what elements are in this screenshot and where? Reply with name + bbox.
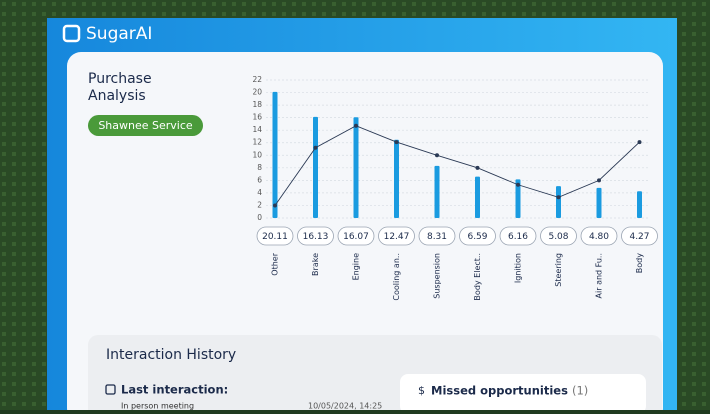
panel-title: Purchase Analysis (88, 71, 152, 104)
bar (637, 191, 642, 218)
y-tick-label: 22 (252, 75, 262, 84)
value-label: 16.07 (343, 232, 369, 242)
bar (434, 165, 440, 218)
x-tick-label: Steering (554, 253, 563, 287)
x-tick-label: Suspension (433, 253, 442, 299)
value-label: 12.47 (384, 232, 410, 242)
value-label: 6.59 (467, 232, 487, 242)
value-label: 5.08 (548, 232, 568, 242)
value-label: 16.13 (303, 232, 329, 242)
logo (62, 24, 81, 43)
last-interaction-label: Last interaction: (121, 383, 228, 397)
line-point (637, 140, 642, 145)
interaction-title: Interaction History (106, 347, 236, 363)
value-label: 4.80 (589, 232, 609, 242)
y-tick-label: 6 (257, 175, 262, 184)
chart: 0 2 4 6 8 10 12 14 16 18 20 22 20.11 Other 16.13 Brake 1… (252, 75, 658, 301)
y-tick-label: 18 (252, 100, 262, 109)
value-pill (256, 226, 294, 246)
value-pill (621, 226, 658, 246)
y-tick-label: 0 (257, 213, 262, 222)
value-label: 4.27 (629, 232, 649, 242)
y-tick-label: 4 (257, 188, 262, 197)
x-tick-label: Air and Fu.. (595, 253, 604, 298)
x-tick-label: Engine (352, 253, 361, 280)
y-tick-label: 14 (252, 125, 262, 134)
value-pill (540, 226, 577, 246)
missed-count: (1) (572, 384, 588, 398)
bar (556, 186, 561, 218)
y-tick-label: 12 (252, 138, 262, 147)
value-pill (297, 226, 334, 246)
line-point (516, 182, 520, 187)
missed-title: Missed opportunities (431, 384, 568, 398)
value-label: 8.31 (427, 232, 447, 242)
y-tick-label: 10 (252, 150, 262, 159)
value-label: 20.11 (262, 232, 288, 242)
last-interaction-date: 10/05/2024, 14:25 (308, 402, 382, 411)
value-pill (580, 226, 618, 246)
line-point (597, 178, 601, 183)
line-point (475, 165, 480, 170)
badge[interactable] (88, 115, 203, 136)
value-pill (499, 226, 537, 246)
bar (272, 91, 278, 218)
bar (475, 176, 480, 218)
x-tick-label: Other (271, 252, 280, 275)
bar (596, 187, 602, 218)
x-tick-label: Body (635, 253, 644, 273)
badge-label: Shawnee Service (98, 119, 193, 132)
value-pill (459, 226, 496, 246)
line-point (354, 123, 358, 128)
dollar-icon: $ (418, 384, 425, 397)
missed-card[interactable] (400, 374, 646, 414)
y-tick-label: 2 (257, 200, 262, 209)
y-tick-label: 16 (252, 113, 262, 122)
value-pill (337, 226, 375, 246)
line-point (556, 195, 561, 200)
line-point (394, 140, 399, 145)
y-tick-label: 20 (252, 88, 262, 97)
last-interaction-type: In person meeting (121, 402, 194, 411)
brand: SugarAI (86, 24, 152, 44)
calendar-icon (105, 384, 116, 395)
x-tick-label: Body Elect.. (473, 253, 482, 301)
x-tick-label: Cooling an.. (392, 253, 401, 301)
bar (353, 117, 359, 218)
value-pill (378, 226, 415, 246)
bar (515, 179, 521, 218)
bar (394, 139, 399, 218)
x-tick-label: Brake (311, 253, 320, 276)
line-point (313, 145, 318, 150)
value-label: 6.16 (508, 232, 528, 242)
line-point (273, 203, 277, 208)
value-pill (418, 226, 456, 246)
y-tick-label: 8 (257, 163, 262, 172)
x-tick-label: Ignition (514, 253, 523, 283)
line-point (435, 153, 439, 158)
line (274, 125, 640, 206)
bar (313, 116, 318, 218)
